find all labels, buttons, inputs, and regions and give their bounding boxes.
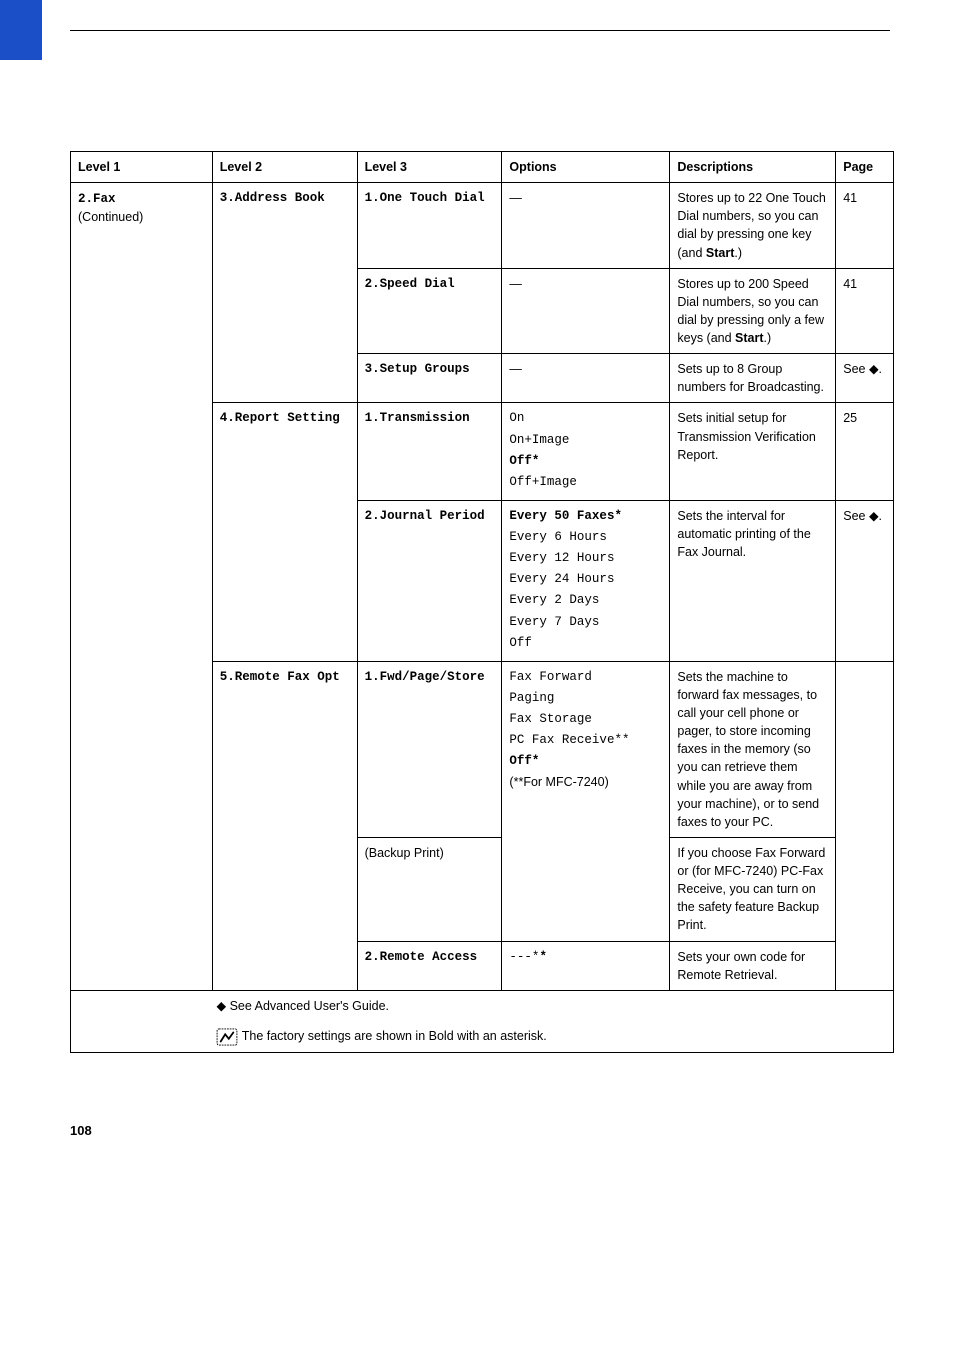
cell-page: 41 [836, 183, 894, 269]
menu-table: Level 1 Level 2 Level 3 Options Descript… [70, 151, 894, 1053]
page-content: Level 1 Level 2 Level 3 Options Descript… [0, 31, 954, 1093]
note-icon [216, 1028, 238, 1046]
cell-options: Every 50 Faxes* Every 6 Hours Every 12 H… [502, 500, 670, 661]
cell-options: — [502, 268, 670, 354]
cell-desc: If you choose Fax Forward or (for MFC-72… [670, 837, 836, 941]
cell-desc: Sets up to 8 Group numbers for Broadcast… [670, 354, 836, 403]
cell-level2: 5.Remote Fax Opt [212, 661, 357, 990]
col-level2: Level 2 [212, 152, 357, 183]
cell-level3: 2.Remote Access [357, 941, 502, 990]
col-options: Options [502, 152, 670, 183]
cell-level1: 2.Fax (Continued) [71, 183, 213, 991]
page-number: 108 [70, 1123, 954, 1138]
cell-desc: Sets the interval for automatic printing… [670, 500, 836, 661]
diamond-icon: ◆ [216, 999, 229, 1013]
level1-name: 2.Fax [78, 192, 116, 206]
footer-factory-row: The factory settings are shown in Bold w… [71, 1021, 894, 1052]
cell-level3: (Backup Print) [357, 837, 502, 941]
cell-desc: Stores up to 200 Speed Dial numbers, so … [670, 268, 836, 354]
cell-level3: 1.Fwd/Page/Store [357, 661, 502, 837]
footer-see: ◆ See Advanced User's Guide. [71, 990, 894, 1021]
col-level1: Level 1 [71, 152, 213, 183]
col-level3: Level 3 [357, 152, 502, 183]
cell-desc: Sets the machine to forward fax messages… [670, 661, 836, 837]
cell-desc: Stores up to 22 One Touch Dial numbers, … [670, 183, 836, 269]
col-page: Page [836, 152, 894, 183]
footer-factory: The factory settings are shown in Bold w… [71, 1021, 894, 1052]
col-descriptions: Descriptions [670, 152, 836, 183]
cell-page: See ◆. [836, 500, 894, 661]
cell-page: See ◆. [836, 354, 894, 403]
cell-level3: 2.Speed Dial [357, 268, 502, 354]
level1-continued: (Continued) [78, 210, 143, 224]
cell-level2: 4.Report Setting [212, 403, 357, 661]
cell-options: — [502, 183, 670, 269]
cell-options: Fax Forward Paging Fax Storage PC Fax Re… [502, 661, 670, 941]
cell-level2: 3.Address Book [212, 183, 357, 403]
cell-page: 25 [836, 403, 894, 501]
table-row: 2.Fax (Continued) 3.Address Book 1.One T… [71, 183, 894, 269]
cell-options: ---** [502, 941, 670, 990]
cell-page: 41 [836, 268, 894, 354]
cell-desc: Sets initial setup for Transmission Veri… [670, 403, 836, 501]
footer-see-row: ◆ See Advanced User's Guide. [71, 990, 894, 1021]
cell-desc: Sets your own code for Remote Retrieval. [670, 941, 836, 990]
cell-page [836, 661, 894, 990]
side-tab [0, 0, 42, 60]
cell-level3: 1.Transmission [357, 403, 502, 501]
cell-level3: 1.One Touch Dial [357, 183, 502, 269]
cell-level3: 2.Journal Period [357, 500, 502, 661]
table-header-row: Level 1 Level 2 Level 3 Options Descript… [71, 152, 894, 183]
cell-options: — [502, 354, 670, 403]
cell-level3: 3.Setup Groups [357, 354, 502, 403]
cell-options: On On+Image Off* Off+Image [502, 403, 670, 501]
